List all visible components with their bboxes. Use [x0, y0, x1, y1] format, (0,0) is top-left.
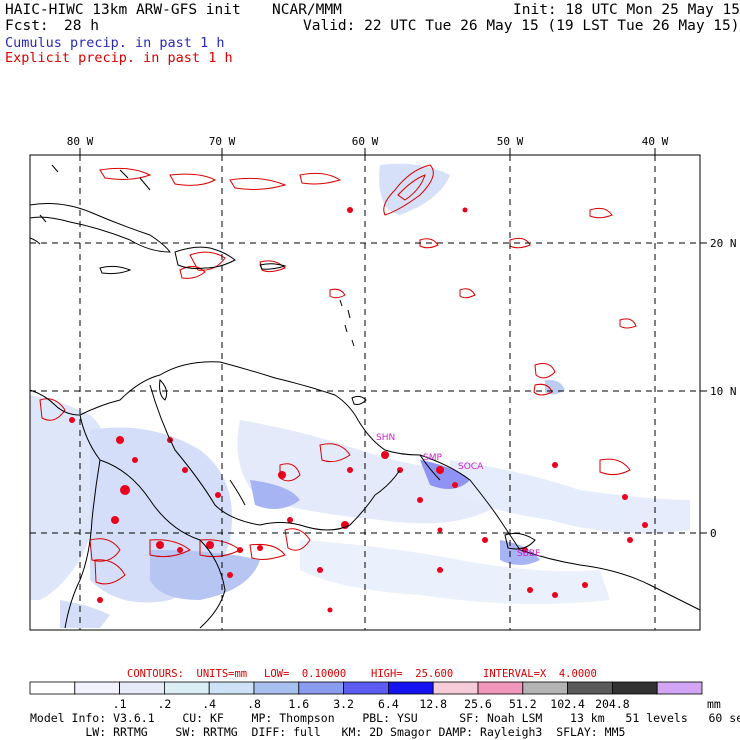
colorbar-swatch: [163, 681, 210, 695]
explicit-precip-cores: [69, 207, 648, 613]
lat-lon-grid: [30, 155, 700, 630]
colorbar: [29, 681, 703, 695]
lat-label-0: 0: [710, 527, 717, 540]
colorbar-swatch: [522, 681, 568, 695]
lon-label-80w: 80 W: [67, 135, 94, 148]
contour-units: CONTOURS: UNITS=mm: [127, 668, 248, 680]
colorbar-swatch: [119, 681, 165, 695]
init-time: Init: 18 UTC Mon 25 May 15: [513, 2, 740, 18]
colorbar-swatch: [656, 681, 703, 695]
contour-high: HIGH= 25.600: [371, 668, 454, 680]
colorbar-label: 25.6: [464, 697, 492, 711]
cumulus-precip-shading: [30, 163, 690, 628]
colorbar-label: 6.4: [378, 697, 399, 711]
colorbar-swatch: [343, 681, 389, 695]
valid-time: Valid: 22 UTC Tue 26 May 15 (19 LST Tue …: [303, 18, 740, 34]
organization-label: NCAR/MMM: [272, 2, 342, 18]
model-title: HAIC-HIWC 13km ARW-GFS init: [5, 2, 241, 18]
colorbar-swatch: [208, 681, 255, 695]
colorbar-label: .4: [202, 697, 217, 711]
station-label-smp: SMP: [423, 453, 442, 463]
colorbar-label: 1.6: [288, 697, 310, 711]
lon-label-50w: 50 W: [497, 135, 524, 148]
colorbar-swatch: [29, 681, 76, 695]
model-info-line-1: Model Info: V3.6.1 CU: KF MP: Thompson P…: [30, 711, 740, 725]
colorbar-label: .2: [157, 697, 172, 711]
contour-interval: INTERVAL=X 4.0000: [483, 668, 597, 680]
colorbar-swatch: [432, 681, 479, 695]
colorbar-label: .8: [247, 697, 261, 711]
colorbar-label: 51.2: [508, 697, 537, 711]
axis-ticks: [79, 148, 707, 534]
model-info-line-2: LW: RRTMG SW: RRTMG DIFF: full KM: 2D Sm…: [30, 725, 626, 739]
station-label-sbbe: SBBE: [517, 549, 541, 559]
lon-label-60w: 60 W: [352, 135, 379, 148]
legend-cumulus: Cumulus precip. in past 1 h: [5, 35, 225, 51]
colorbar-label: 102.4: [550, 697, 585, 711]
colorbar-label: 3.2: [333, 697, 354, 711]
lat-label-20n: 20 N: [710, 237, 737, 250]
colorbar-swatch: [387, 681, 434, 695]
colorbar-swatch: [567, 681, 613, 695]
lon-label-70w: 70 W: [209, 135, 236, 148]
colorbar-swatch: [74, 681, 121, 695]
colorbar-label: 12.8: [419, 697, 448, 711]
coastlines: [29, 164, 701, 629]
colorbar-unit: mm: [707, 697, 721, 711]
colorbar-swatch: [612, 681, 658, 695]
colorbar-label: .1: [112, 697, 127, 711]
colorbar-label: 204.8: [595, 697, 630, 711]
explicit-precip-contours: [39, 164, 637, 585]
forecast-hour: 28 h: [64, 18, 99, 34]
station-label-soca: SOCA: [458, 462, 484, 472]
lat-label-10n: 10 N: [710, 385, 737, 398]
lon-label-40w: 40 W: [642, 135, 669, 148]
colorbar-swatch: [298, 681, 344, 695]
contour-low: LOW= 0.10000: [264, 668, 347, 680]
forecast-label: Fcst:: [5, 18, 49, 34]
station-label-shn: SHN: [376, 433, 395, 443]
colorbar-swatch: [253, 681, 300, 695]
colorbar-swatch: [477, 681, 524, 695]
legend-explicit: Explicit precip. in past 1 h: [5, 50, 233, 66]
